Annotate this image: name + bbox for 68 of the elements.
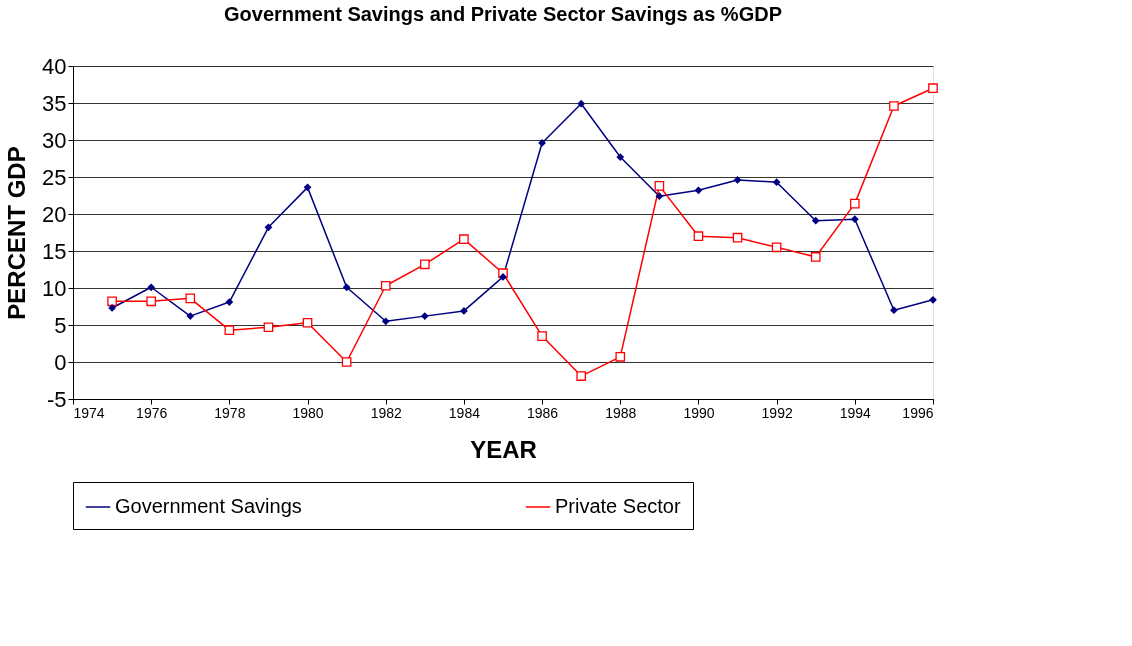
point bbox=[146, 296, 157, 307]
point bbox=[577, 99, 586, 108]
x-axis-title: YEAR bbox=[470, 435, 537, 463]
point bbox=[771, 242, 782, 253]
y-tick-label: 35 bbox=[42, 90, 67, 116]
point bbox=[576, 371, 587, 381]
point bbox=[929, 295, 937, 304]
x-tick-label: 1978 bbox=[214, 404, 246, 421]
point bbox=[107, 296, 117, 307]
y-axis-title: PERCENT GDP bbox=[3, 146, 31, 320]
point bbox=[380, 280, 391, 291]
point bbox=[889, 101, 899, 111]
x-tick-label: 1974 bbox=[73, 404, 105, 421]
point bbox=[224, 325, 235, 336]
y-tick-label: 0 bbox=[54, 349, 67, 375]
x-tick-label: 1984 bbox=[448, 404, 481, 421]
point bbox=[890, 306, 898, 315]
chart-title: Government Savings and Private Sector Savings as %GDP bbox=[224, 3, 782, 25]
point bbox=[655, 192, 664, 201]
legend-label: Private Sector bbox=[555, 495, 681, 517]
point bbox=[654, 181, 665, 191]
x-tick-label: 1996 bbox=[902, 404, 934, 421]
point bbox=[264, 223, 273, 232]
y-tick-label: -5 bbox=[46, 386, 67, 412]
point bbox=[381, 317, 390, 326]
point bbox=[733, 176, 742, 184]
y-tick-label: 20 bbox=[42, 201, 67, 227]
point bbox=[342, 283, 351, 292]
point bbox=[616, 153, 625, 161]
point bbox=[303, 183, 312, 192]
point bbox=[772, 178, 781, 187]
point bbox=[928, 83, 938, 94]
point bbox=[811, 216, 820, 225]
point bbox=[538, 139, 546, 147]
point bbox=[186, 312, 195, 320]
point bbox=[225, 298, 234, 306]
y-tick-label: 10 bbox=[42, 275, 67, 301]
y-tick-label: 5 bbox=[54, 312, 67, 338]
point bbox=[693, 231, 704, 242]
point bbox=[419, 259, 430, 270]
x-tick-label: 1990 bbox=[683, 404, 715, 421]
point bbox=[537, 331, 547, 341]
x-tick-label: 1986 bbox=[527, 404, 559, 421]
point bbox=[420, 312, 429, 320]
x-tick-label: 1980 bbox=[292, 404, 324, 421]
x-tick-label: 1988 bbox=[605, 404, 637, 421]
y-tick-label: 15 bbox=[42, 238, 67, 264]
legend-label: Government Savings bbox=[115, 495, 302, 517]
y-tick-label: 25 bbox=[42, 164, 67, 190]
point bbox=[849, 198, 860, 209]
x-tick-label: 1992 bbox=[761, 404, 793, 421]
point bbox=[732, 232, 743, 243]
y-tick-label: 30 bbox=[42, 127, 67, 153]
x-tick-label: 1994 bbox=[839, 404, 872, 421]
point bbox=[302, 317, 313, 328]
x-tick-label: 1982 bbox=[370, 404, 403, 421]
point bbox=[810, 252, 821, 262]
point bbox=[694, 186, 703, 195]
point bbox=[460, 307, 468, 315]
point bbox=[341, 357, 352, 367]
point bbox=[263, 322, 274, 333]
y-tick-label: 40 bbox=[42, 53, 67, 79]
point bbox=[185, 293, 196, 304]
point bbox=[147, 283, 156, 292]
x-tick-label: 1976 bbox=[136, 404, 168, 421]
point bbox=[615, 351, 626, 362]
point bbox=[459, 234, 469, 244]
point bbox=[850, 215, 859, 224]
